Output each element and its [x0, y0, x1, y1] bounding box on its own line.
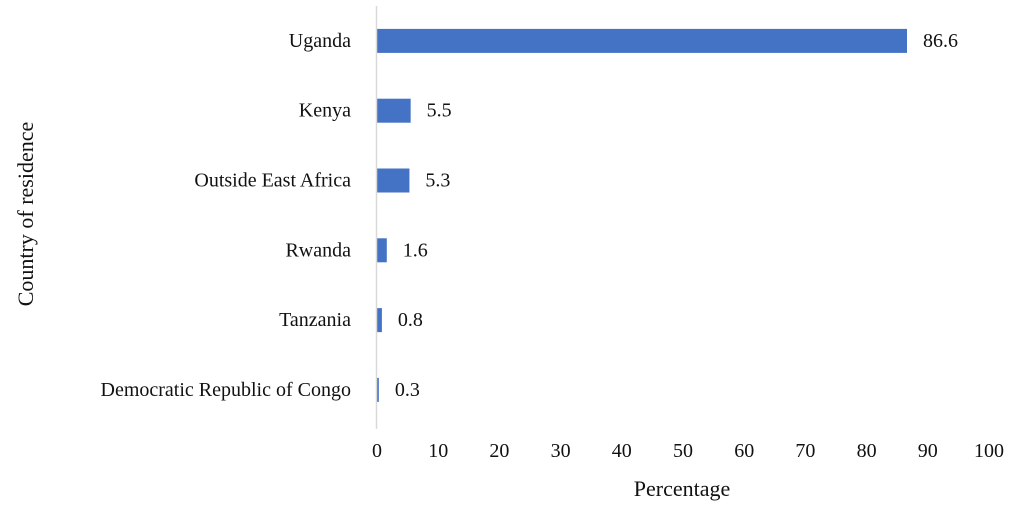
x-tick-label: 70 [795, 440, 815, 462]
data-label: 0.8 [398, 309, 423, 331]
x-tick-label: 0 [372, 440, 382, 462]
category-label: Kenya [299, 100, 351, 122]
x-tick-label: 40 [612, 440, 632, 462]
category-label: Tanzania [279, 309, 351, 331]
x-tick-label: 60 [734, 440, 754, 462]
data-label: 1.6 [403, 239, 428, 261]
value-labels-layer: 86.6 5.5 5.3 1.6 0.8 0.3 [395, 30, 958, 401]
x-tick-label: 80 [857, 440, 877, 462]
category-label: Outside East Africa [194, 170, 351, 192]
x-tick-label: 100 [974, 440, 1004, 462]
bars-layer [377, 28, 907, 402]
data-label: 5.5 [427, 100, 452, 122]
data-label: 86.6 [923, 30, 958, 52]
bar [377, 98, 411, 123]
x-tick-label: 20 [489, 440, 509, 462]
x-tick-label: 30 [551, 440, 571, 462]
y-axis-title: Country of residence [13, 122, 38, 307]
category-label: Rwanda [285, 239, 351, 261]
bar [377, 238, 387, 263]
bar [377, 308, 382, 333]
x-tick-label: 50 [673, 440, 693, 462]
data-label: 0.3 [395, 379, 420, 401]
data-label: 5.3 [425, 170, 450, 192]
bar [377, 168, 410, 193]
bar [377, 28, 907, 53]
category-labels-layer: Uganda Kenya Outside East Africa Rwanda Tanz… [101, 30, 352, 401]
x-axis-title: Percentage [634, 476, 731, 501]
bar [377, 377, 379, 402]
x-tick-label: 10 [428, 440, 448, 462]
category-label: Democratic Republic of Congo [101, 379, 352, 401]
x-tick-label: 90 [918, 440, 938, 462]
category-label: Uganda [289, 30, 351, 52]
x-tick-labels-layer: 0 10 20 30 40 50 60 70 80 90 100 [372, 440, 1004, 462]
